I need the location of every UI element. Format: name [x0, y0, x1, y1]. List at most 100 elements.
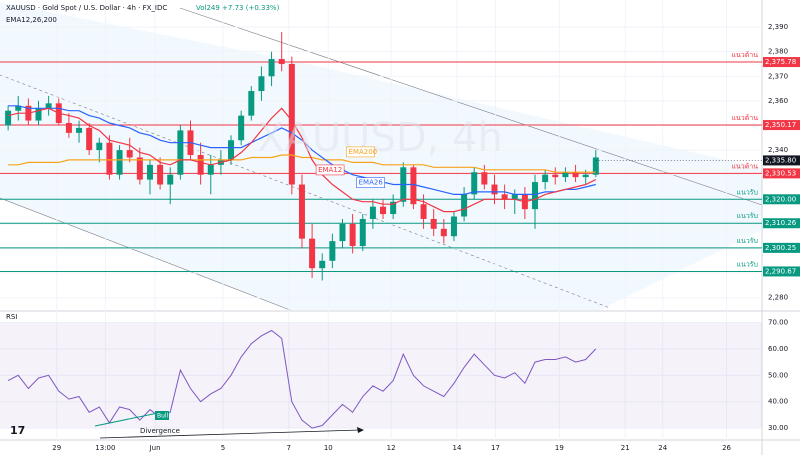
candle-body [248, 91, 255, 116]
candle-body [450, 216, 457, 237]
indicator-label: EMA12,26,200 [6, 16, 57, 24]
candle-body [258, 76, 265, 92]
candle-body [572, 172, 579, 178]
x-tick-label: 29 [52, 444, 61, 452]
candle-body [319, 260, 326, 269]
ema-tag [315, 164, 345, 176]
quote: Vol249 +7.73 (+0.33%) [196, 4, 280, 12]
candle-body [35, 108, 42, 121]
x-tick-label: 5 [221, 444, 225, 452]
candle-body [96, 142, 103, 151]
candle-body [157, 164, 164, 185]
x-tick-label: 26 [722, 444, 731, 452]
level-value: 2,300.25 [765, 244, 796, 252]
candle-body [481, 172, 488, 185]
candle-body [339, 223, 346, 242]
candle-body [542, 174, 549, 183]
candle-body [369, 206, 376, 219]
level-tag [763, 218, 800, 229]
candle-body [390, 201, 397, 215]
ema-tag [346, 146, 375, 158]
divergence-label: Divergence [140, 427, 180, 435]
candle-body [136, 157, 143, 180]
candle-body [197, 155, 204, 175]
rsi-pane [0, 312, 762, 440]
level-tag [763, 57, 800, 68]
x-tick-label: 21 [621, 444, 630, 452]
y-tick-label: 2,340 [768, 146, 788, 154]
y-tick-label: 2,370 [768, 72, 788, 80]
level-name: แนวต้าน [732, 51, 759, 59]
x-tick-label: 10 [324, 444, 333, 452]
candle-body [592, 157, 599, 175]
candle-body [298, 184, 305, 239]
ema-tag-label: EMA26 [359, 179, 384, 187]
x-tick-label: 17 [491, 444, 500, 452]
candle-body [309, 238, 316, 269]
candle-body [349, 223, 356, 247]
candle-body [440, 228, 447, 237]
candle-body [288, 63, 295, 185]
level-name: แนวต้าน [732, 162, 759, 170]
rsi-band [0, 322, 762, 429]
candle-body [146, 164, 153, 180]
level-name: แนวรับ [737, 212, 758, 220]
level-name: แนวรับ [737, 188, 758, 196]
candle-body [329, 241, 336, 261]
rsi-label: RSI [6, 313, 17, 321]
candle-body [268, 59, 275, 77]
ema-tag-label: EMA12 [318, 166, 342, 174]
y-tick-label: 70.00 [768, 319, 788, 327]
rsi-line [7, 329, 597, 429]
level-name: แนวรับ [737, 237, 758, 245]
candle-body [126, 150, 133, 158]
y-tick-label: 2,390 [768, 23, 788, 31]
level-value: 2,320.00 [765, 195, 796, 203]
x-tick-label: 12 [387, 444, 396, 452]
candle-body [177, 130, 184, 175]
x-tick-label: 19 [555, 444, 564, 452]
candle-body [86, 127, 93, 151]
candle-body [278, 59, 285, 64]
level-value: 2,375.78 [765, 58, 796, 66]
level-tag [763, 120, 800, 131]
candle-body [45, 103, 52, 109]
divergence-arrow [99, 429, 361, 439]
candle-body [228, 140, 235, 160]
level-value: 2,330.53 [765, 169, 796, 177]
trend-line [179, 7, 763, 206]
candle-body [420, 204, 427, 219]
level-name: แนวต้าน [732, 114, 759, 122]
y-tick-label: 2,280 [768, 294, 788, 302]
level-tag [763, 194, 800, 205]
channel [0, 2, 762, 310]
y-tick-label: 2,380 [768, 48, 788, 56]
candle-body [359, 218, 366, 247]
level-value: 2,310.26 [765, 219, 797, 227]
candle-body [167, 174, 174, 185]
arrow-head [357, 427, 364, 433]
chart-title: XAUUSD · Gold Spot / U.S. Dollar · 4h · … [6, 4, 167, 12]
ema-line [7, 107, 597, 213]
ema-line [8, 154, 596, 173]
candle-body [491, 184, 498, 195]
level-name: แนวรับ [737, 260, 758, 268]
divergence-line [94, 412, 159, 427]
candle-body [501, 194, 508, 200]
x-tick-label: Jun [149, 444, 161, 452]
level-tag [763, 242, 800, 253]
candle-body [552, 174, 559, 178]
candle-body [562, 172, 569, 178]
level-value: 2,350.17 [765, 121, 796, 129]
candle-body [207, 164, 214, 175]
ema-tag [356, 177, 385, 188]
y-tick-label: 60.00 [768, 345, 788, 353]
candle-body [106, 142, 113, 175]
y-tick-label: 2,360 [768, 97, 788, 105]
candle-body [430, 218, 437, 229]
last-price-tag [763, 155, 800, 166]
ema-tag-label: EMA200 [348, 148, 377, 156]
candle-body [116, 150, 123, 175]
logo: 17 [10, 424, 25, 437]
